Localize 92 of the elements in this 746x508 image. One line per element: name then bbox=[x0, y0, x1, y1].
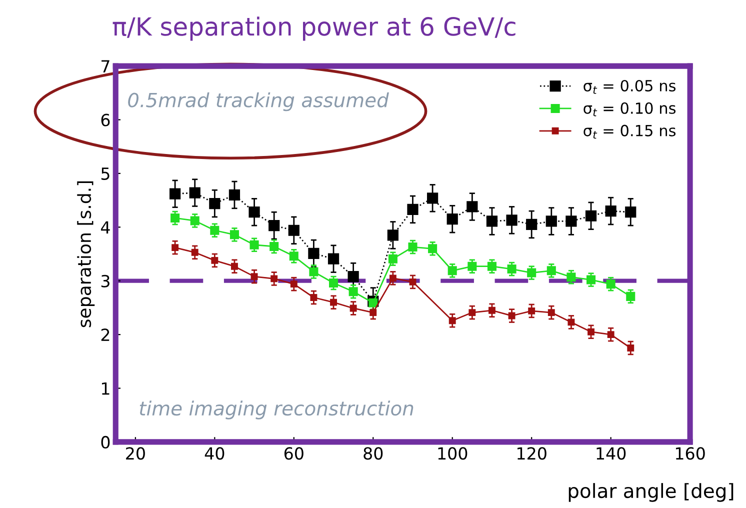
legend-label: σ$_{t}$ = 0.05 ns bbox=[584, 80, 676, 94]
x-tick-label: 140 bbox=[596, 447, 626, 460]
point bbox=[348, 271, 359, 282]
point bbox=[568, 318, 575, 326]
point bbox=[426, 192, 438, 204]
point bbox=[468, 309, 476, 316]
point bbox=[169, 188, 181, 200]
y-tick-label: 7 bbox=[102, 60, 110, 72]
annotation: 0.5mrad tracking assumed bbox=[128, 92, 389, 112]
x-tick-label: 60 bbox=[284, 447, 304, 460]
point bbox=[270, 275, 278, 282]
point bbox=[466, 201, 478, 212]
point bbox=[191, 248, 198, 256]
point bbox=[308, 248, 320, 260]
point bbox=[627, 344, 634, 352]
point bbox=[170, 214, 180, 223]
point bbox=[448, 317, 456, 324]
point bbox=[388, 254, 398, 264]
point bbox=[448, 266, 457, 276]
point bbox=[348, 287, 358, 296]
point bbox=[566, 272, 576, 282]
y-tick-label: 4 bbox=[100, 221, 110, 234]
x-tick-label: 80 bbox=[364, 447, 383, 460]
point bbox=[189, 187, 200, 198]
point bbox=[330, 298, 337, 306]
point bbox=[548, 309, 555, 316]
point bbox=[626, 292, 636, 301]
point bbox=[546, 216, 557, 227]
point bbox=[468, 262, 477, 271]
point bbox=[228, 189, 240, 200]
point bbox=[625, 206, 636, 218]
legend-label: σ$_{t}$ = 0.10 ns bbox=[584, 102, 676, 116]
point bbox=[231, 262, 238, 270]
point bbox=[546, 266, 556, 276]
point bbox=[270, 242, 279, 251]
point bbox=[588, 328, 594, 336]
point bbox=[350, 304, 357, 312]
point bbox=[507, 264, 516, 274]
point bbox=[209, 198, 220, 210]
point bbox=[211, 256, 218, 264]
point bbox=[408, 242, 418, 252]
y-tick-label: 0 bbox=[101, 436, 110, 449]
x-tick-label: 40 bbox=[204, 447, 224, 460]
y-tick-label: 5 bbox=[101, 168, 110, 180]
point bbox=[288, 224, 300, 236]
chart-title: π/K separation power at 6 GeV/c bbox=[112, 16, 516, 41]
point bbox=[328, 253, 340, 264]
point bbox=[428, 244, 438, 254]
point bbox=[407, 204, 418, 215]
point bbox=[585, 210, 597, 222]
point bbox=[526, 218, 538, 230]
point bbox=[329, 278, 338, 288]
point bbox=[248, 206, 260, 218]
point bbox=[446, 214, 458, 225]
point bbox=[506, 214, 518, 226]
x-tick-label: 20 bbox=[126, 447, 145, 460]
point bbox=[607, 331, 614, 338]
point bbox=[289, 252, 298, 261]
point bbox=[487, 262, 496, 271]
annotation: time imaging reconstruction bbox=[140, 400, 414, 420]
legend-label: σ$_{t}$ = 0.15 ns bbox=[584, 124, 676, 139]
point bbox=[586, 275, 596, 284]
y-tick-label: 2 bbox=[101, 328, 110, 341]
point bbox=[389, 274, 396, 282]
point bbox=[527, 268, 536, 278]
point bbox=[268, 220, 280, 232]
point bbox=[230, 230, 239, 240]
x-tick-label: 160 bbox=[676, 447, 705, 460]
point bbox=[488, 306, 496, 314]
point bbox=[566, 216, 577, 227]
x-tick-label: 120 bbox=[518, 447, 546, 460]
y-tick-label: 1 bbox=[102, 382, 110, 395]
point bbox=[606, 280, 616, 289]
point bbox=[172, 244, 179, 252]
point bbox=[409, 278, 416, 286]
point bbox=[486, 216, 498, 227]
point bbox=[508, 312, 516, 320]
y-axis-title: separation [s.d.] bbox=[77, 181, 95, 328]
point bbox=[387, 230, 398, 241]
y-tick-label: 3 bbox=[101, 274, 110, 288]
point bbox=[605, 205, 616, 217]
x-axis-title: polar angle [deg] bbox=[568, 483, 734, 502]
point bbox=[368, 298, 378, 308]
point bbox=[210, 226, 220, 235]
point bbox=[310, 294, 318, 301]
point bbox=[250, 240, 259, 250]
point bbox=[290, 280, 298, 288]
point bbox=[190, 216, 200, 226]
y-tick-label: 6 bbox=[101, 114, 110, 126]
point bbox=[528, 307, 536, 314]
x-tick-label: 100 bbox=[438, 447, 468, 460]
point bbox=[250, 273, 258, 280]
